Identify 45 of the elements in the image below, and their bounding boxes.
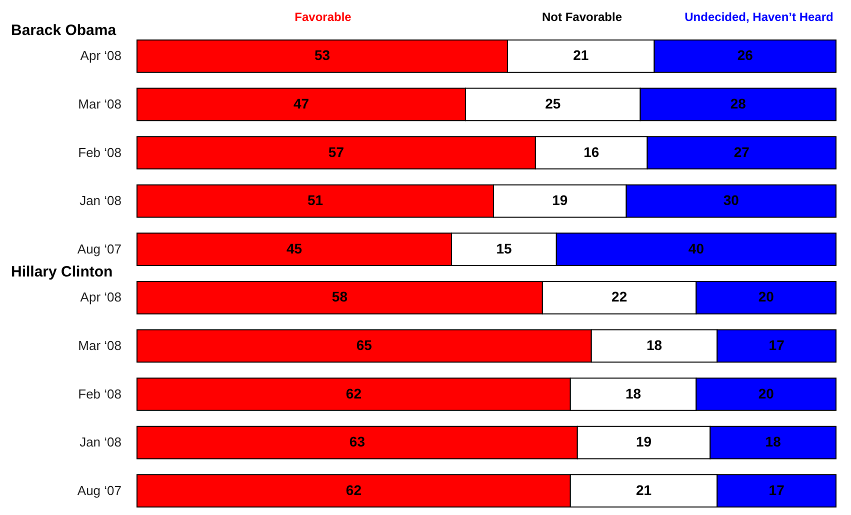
data-label: 18 — [765, 434, 782, 450]
y-tick-label: Apr ‘08 — [80, 290, 122, 305]
y-tick-label: Feb ‘08 — [78, 144, 122, 160]
data-label: 28 — [730, 95, 746, 112]
data-label: 63 — [349, 434, 366, 450]
data-label: 21 — [636, 482, 652, 498]
data-label: 62 — [346, 482, 362, 498]
data-label: 18 — [626, 385, 642, 402]
text: Hillary Clinton — [11, 264, 113, 281]
data-label: 18 — [646, 336, 662, 353]
y-tick-label: Mar ‘08 — [78, 338, 122, 353]
series-label: Favorable — [294, 10, 352, 24]
data-label: 25 — [545, 95, 561, 112]
data-label: 19 — [552, 192, 568, 208]
y-tick-label: Jan ‘08 — [80, 434, 122, 450]
data-label: 19 — [636, 434, 652, 450]
data-label: 17 — [768, 482, 785, 498]
data-label: 58 — [332, 288, 348, 305]
data-label: 47 — [293, 95, 310, 112]
data-label: 45 — [286, 240, 302, 256]
data-label: 51 — [307, 192, 324, 208]
y-tick-label: Apr ‘08 — [80, 48, 122, 64]
series-label: Not Favorable — [542, 10, 622, 24]
y-tick-label: Aug ‘07 — [77, 241, 122, 256]
y-tick-label: Feb ‘08 — [78, 386, 122, 402]
data-label: 27 — [734, 144, 750, 160]
data-label: 65 — [356, 336, 372, 353]
data-label: 40 — [688, 240, 704, 256]
text: Barack Obama — [11, 22, 117, 40]
data-label: 20 — [758, 288, 774, 305]
y-tick-label: Jan ‘08 — [80, 193, 122, 208]
y-tick-label: Mar ‘08 — [78, 96, 122, 112]
data-label: 53 — [314, 47, 330, 64]
data-label: 22 — [612, 288, 628, 305]
data-label: 21 — [573, 47, 589, 64]
data-label: 15 — [496, 240, 512, 256]
y-tick-label: Aug ‘07 — [77, 482, 122, 498]
data-label: 20 — [758, 385, 774, 402]
data-label: 62 — [346, 385, 362, 402]
data-label: 17 — [768, 336, 785, 353]
data-label: 57 — [328, 144, 344, 160]
data-label: 16 — [584, 144, 600, 160]
data-label: 26 — [737, 47, 754, 64]
series-label: Undecided, Haven’t Heard — [684, 10, 834, 24]
data-label: 30 — [723, 192, 740, 208]
